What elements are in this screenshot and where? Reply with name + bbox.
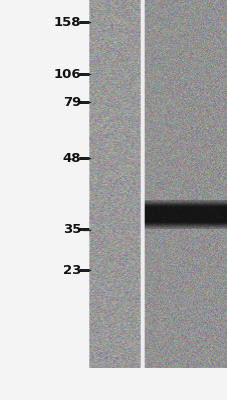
Text: 23: 23 xyxy=(62,264,81,276)
Text: 79: 79 xyxy=(62,96,81,108)
Text: 106: 106 xyxy=(53,68,81,80)
Text: 48: 48 xyxy=(62,152,81,164)
Text: 158: 158 xyxy=(53,16,81,28)
Text: 35: 35 xyxy=(62,224,81,236)
